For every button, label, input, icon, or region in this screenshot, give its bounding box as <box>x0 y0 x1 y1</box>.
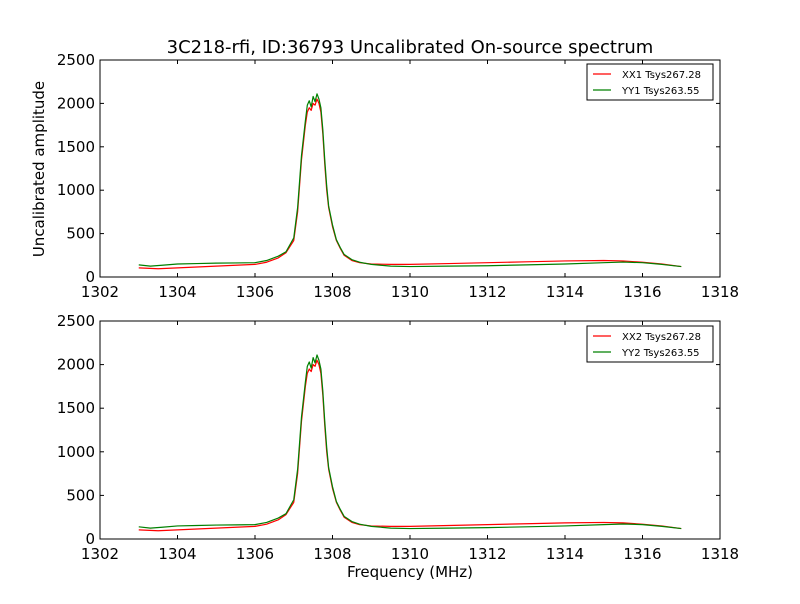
x-tick-label: 1302 <box>81 545 119 563</box>
x-axis-label: Frequency (MHz) <box>347 563 473 581</box>
x-tick-label: 1304 <box>158 283 196 301</box>
x-tick-label: 1312 <box>468 283 506 301</box>
panel-2: 1302 1304 1306 1308 1310 1312 1314 1316 1318 0 500… <box>57 312 739 563</box>
x-tick-label: 1308 <box>313 283 351 301</box>
x-tick-label: 1314 <box>546 283 584 301</box>
y-ticks: 0 500 1000 1500 2000 2500 <box>57 312 720 548</box>
x-tick-label: 1316 <box>623 545 661 563</box>
x-tick-label: 1302 <box>81 283 119 301</box>
y-tick-label: 2000 <box>57 356 95 374</box>
series-line-1 <box>138 359 682 532</box>
series-line-2 <box>138 93 682 268</box>
series-line-2 <box>138 354 682 530</box>
figure-title: 3C218-rfi, ID:36793 Uncalibrated On-sour… <box>167 37 654 58</box>
legend: XX2 Tsys267.28 YY2 Tsys263.55 <box>586 325 714 363</box>
legend-label: XX1 Tsys267.28 <box>622 70 701 81</box>
panels: 1302 1304 1306 1308 1310 1312 1314 1316 1318 0 500… <box>57 51 739 563</box>
x-tick-label: 1306 <box>236 545 274 563</box>
y-tick-label: 1000 <box>57 181 95 199</box>
x-tick-label: 1316 <box>623 283 661 301</box>
panel-1: 1302 1304 1306 1308 1310 1312 1314 1316 1318 0 500… <box>57 51 739 301</box>
x-tick-label: 1312 <box>468 545 506 563</box>
x-ticks: 1302 1304 1306 1308 1310 1312 1314 1316 1318 <box>81 321 739 563</box>
x-tick-label: 1318 <box>701 545 739 563</box>
y-tick-label: 0 <box>85 268 95 286</box>
series-lines <box>138 354 682 532</box>
y-axis-label: Uncalibrated amplitude <box>30 81 48 257</box>
y-tick-label: 500 <box>66 225 95 243</box>
x-ticks: 1302 1304 1306 1308 1310 1312 1314 1316 1318 <box>81 60 739 301</box>
y-tick-label: 500 <box>66 486 95 504</box>
x-tick-label: 1310 <box>391 283 429 301</box>
legend-label: YY1 Tsys263.55 <box>621 86 700 97</box>
y-tick-label: 2000 <box>57 94 95 112</box>
x-tick-label: 1306 <box>236 283 274 301</box>
y-tick-label: 1000 <box>57 443 95 461</box>
x-tick-label: 1314 <box>546 545 584 563</box>
legend-box <box>586 325 714 363</box>
x-tick-label: 1310 <box>391 545 429 563</box>
legend-label: YY2 Tsys263.55 <box>621 348 700 359</box>
y-tick-label: 2500 <box>57 312 95 330</box>
y-tick-label: 1500 <box>57 138 95 156</box>
x-tick-label: 1304 <box>158 545 196 563</box>
y-ticks: 0 500 1000 1500 2000 2500 <box>57 51 720 286</box>
y-tick-label: 0 <box>85 530 95 548</box>
x-tick-label: 1318 <box>701 283 739 301</box>
series-lines <box>138 93 682 270</box>
legend: XX1 Tsys267.28 YY1 Tsys263.55 <box>586 63 714 101</box>
y-tick-label: 2500 <box>57 51 95 69</box>
legend-label: XX2 Tsys267.28 <box>622 332 701 343</box>
legend-box <box>586 63 714 101</box>
series-line-1 <box>138 98 682 270</box>
y-tick-label: 1500 <box>57 399 95 417</box>
x-tick-label: 1308 <box>313 545 351 563</box>
